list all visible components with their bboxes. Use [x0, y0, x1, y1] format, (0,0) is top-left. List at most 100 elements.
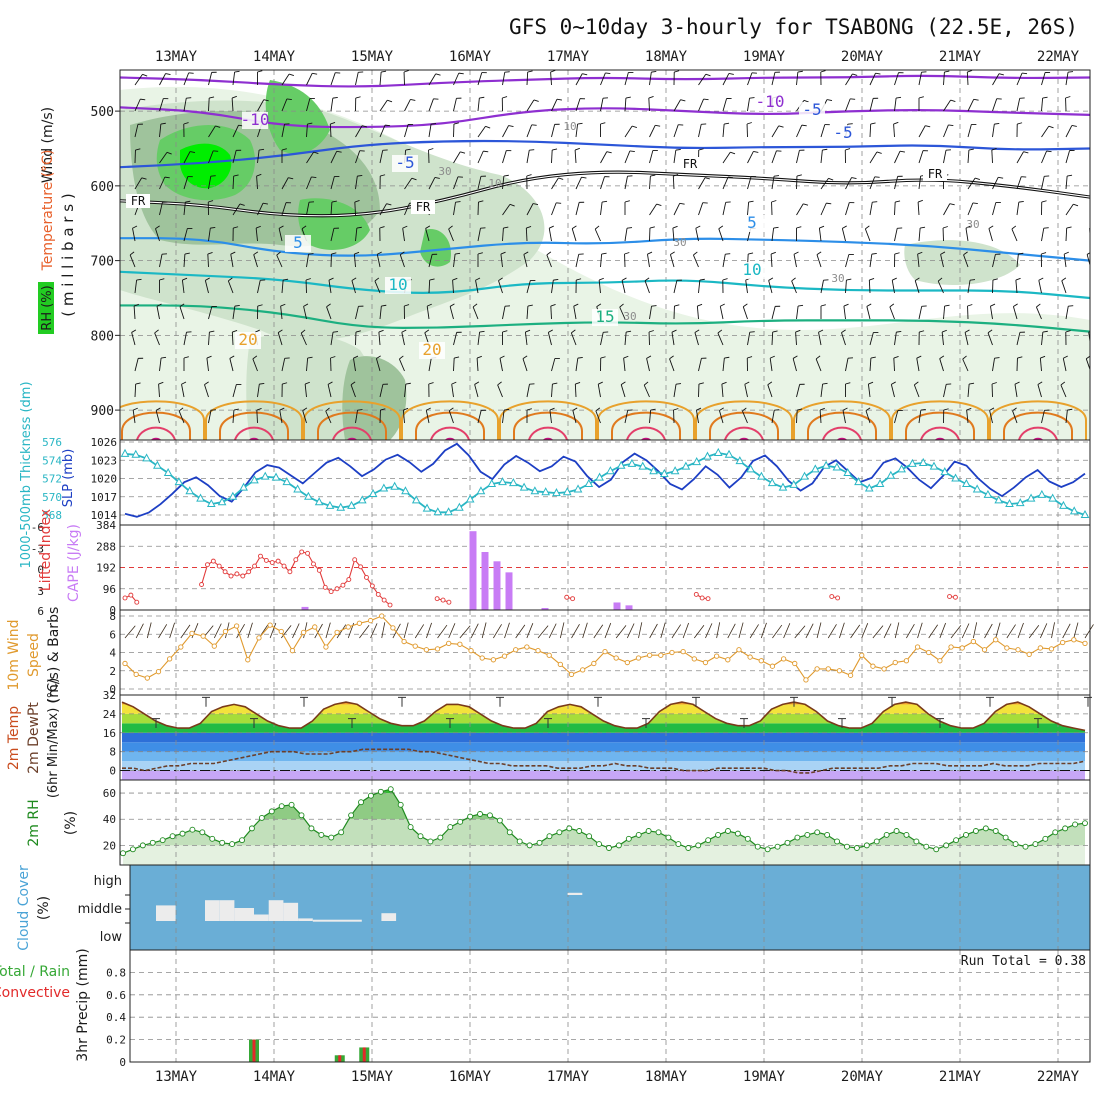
wind-barb: [620, 384, 626, 398]
wind-barb-flag: [374, 277, 380, 282]
wind-barb: [477, 98, 480, 112]
wind-barb: [624, 98, 627, 112]
wind-barb: [306, 176, 312, 190]
wind-barb: [890, 384, 895, 398]
wind-barb: [255, 228, 258, 242]
rh-point: [377, 788, 384, 795]
wind-speed-point: [1037, 645, 1043, 651]
wind-barb: [232, 150, 237, 164]
wind-barb: [129, 254, 136, 268]
wind-barb: [350, 384, 356, 398]
wind-speed-point: [345, 624, 351, 630]
wind-barb-flag: [1086, 252, 1090, 255]
wind-barb: [428, 98, 434, 112]
top-date-axis: 13MAY 14MAY 15MAY 16MAY 17MAY 18MAY 19MAY 20MAY…: [155, 49, 1080, 65]
surface-wind-barb: [169, 622, 175, 639]
wind-axis-line-1: 10m Wind: [6, 619, 22, 690]
wind-barb-flag: [435, 73, 441, 76]
wind-barb: [155, 228, 160, 242]
thickness-point: [692, 457, 702, 466]
wind-barb-flag: [207, 252, 213, 255]
isotherm-minus10: [120, 106, 1090, 129]
wind-barb: [894, 72, 899, 86]
isotherm-label: 5: [293, 233, 303, 252]
wind-barb-flag: [336, 150, 342, 153]
wind-barb-flag: [331, 200, 337, 203]
thickness-point: [789, 479, 799, 488]
wind-barb-flag: [925, 125, 931, 128]
rh-point: [516, 838, 523, 845]
wind-barb-flag: [458, 72, 464, 75]
wind-barb-flag: [158, 381, 164, 385]
wind-barb-flag: [803, 203, 809, 206]
wind-barb: [401, 332, 405, 346]
wind-speed-point: [167, 656, 173, 662]
wind-barb-flag: [893, 356, 899, 359]
wind-speed-point: [780, 656, 787, 662]
wind-barb: [771, 410, 775, 424]
wind-barb: [673, 203, 681, 216]
wind-barb-flag: [894, 252, 900, 255]
wind-barb-flag: [718, 225, 724, 230]
wind-barb-flag: [411, 177, 417, 181]
wind-barb: [943, 99, 951, 112]
wind-speed-point: [993, 637, 999, 643]
wind-barb-flag: [646, 355, 652, 359]
wind-barb: [526, 124, 533, 138]
wind-barb-flag: [399, 355, 404, 360]
wind-barb: [253, 254, 258, 268]
wind-barb: [796, 306, 799, 320]
wind-barb: [502, 150, 507, 164]
wind-barb: [718, 228, 724, 242]
surface-wind-barb: [158, 624, 168, 639]
rh-point: [496, 817, 503, 824]
rh-point: [407, 824, 414, 831]
surface-wind-barb: [359, 624, 370, 639]
wind-barb: [134, 383, 137, 398]
rh-point: [834, 838, 841, 845]
wind-barb-flag: [865, 407, 871, 412]
diurnal-temperature-contour: [317, 411, 387, 440]
wind-barb: [159, 98, 164, 112]
wind-barb: [428, 124, 432, 138]
wind-barb-flag: [571, 329, 576, 334]
wind-speed-point: [1071, 637, 1077, 643]
wind-speed-point: [747, 654, 753, 660]
diurnal-temperature-contour: [822, 426, 862, 440]
cloud-segment: [312, 919, 362, 922]
wind-barb: [815, 358, 822, 372]
cape-tick-label: 192: [96, 562, 116, 575]
wind-barb-flag: [164, 176, 170, 179]
wind-barb: [845, 98, 851, 112]
wind-barb: [183, 72, 190, 86]
wind-barb-flag: [257, 304, 263, 307]
wind-barb-flag: [386, 203, 392, 206]
wind-barb: [133, 306, 136, 320]
wind-barb-flag: [312, 72, 318, 75]
wind-barb-flag: [721, 381, 727, 385]
wind-barb: [796, 203, 804, 216]
thickness-point: [897, 464, 906, 473]
wind-barb-flag: [357, 409, 363, 411]
wind-barb: [204, 384, 209, 398]
wind-barb-flag: [972, 202, 978, 204]
wind-barb: [208, 332, 210, 346]
wind-barb-flag: [183, 122, 189, 125]
surface-wind-barb: [381, 622, 386, 639]
rh-point: [338, 829, 345, 836]
wind-speed-point: [334, 629, 340, 636]
wind-barb: [526, 384, 530, 398]
wind-barb-flag: [866, 303, 872, 307]
wind-speed-point: [713, 653, 720, 659]
wind-barb: [869, 358, 872, 372]
diurnal-temperature-contour: [332, 426, 372, 440]
wind-barb: [208, 97, 210, 112]
rh-point: [397, 801, 404, 808]
wind-barb-flag: [1067, 71, 1074, 73]
cape-bar: [469, 531, 477, 610]
surface-wind-barb: [883, 623, 892, 639]
freezing-line-core: [120, 171, 1090, 217]
surface-wind-barb: [917, 622, 923, 639]
wind-barb-flag: [185, 200, 191, 203]
